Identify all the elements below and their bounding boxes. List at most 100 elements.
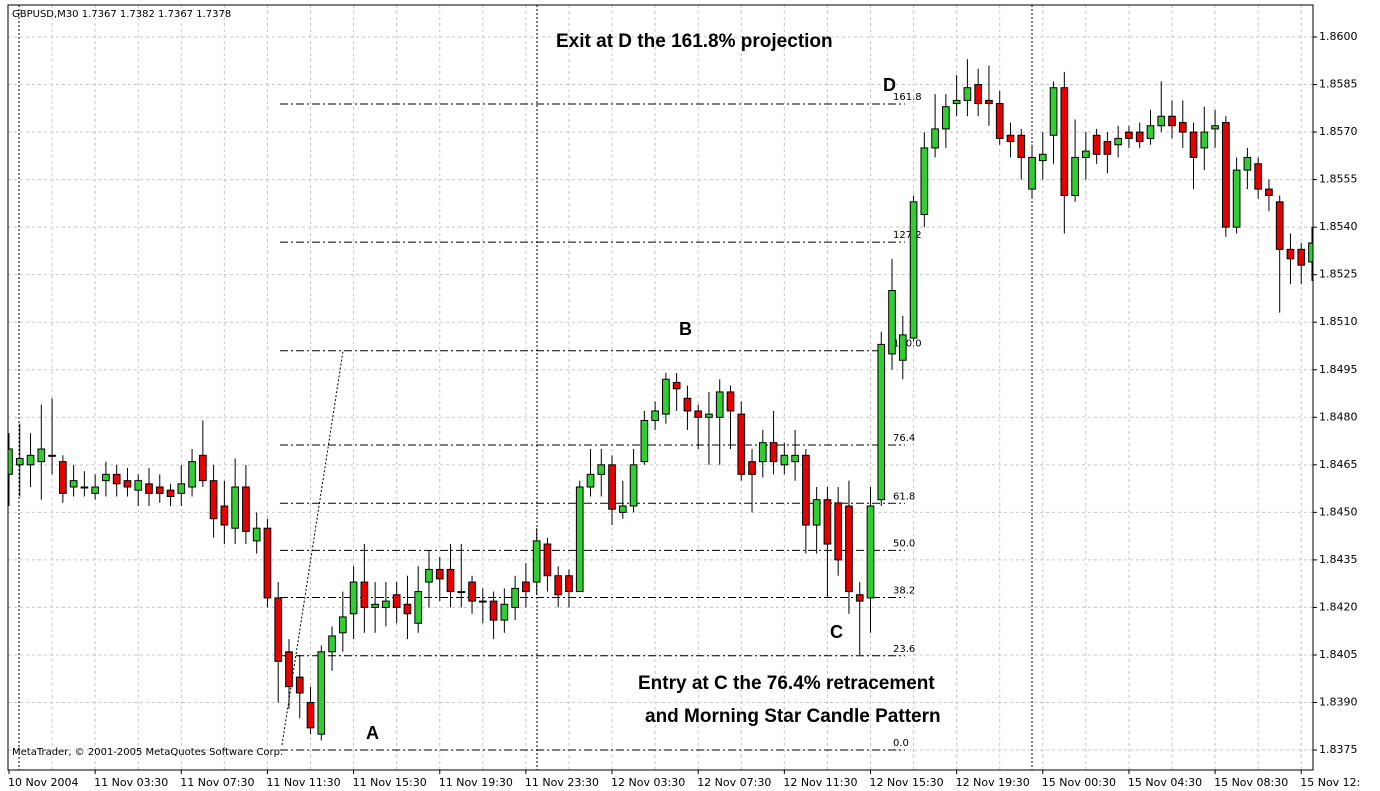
grid <box>8 5 1313 770</box>
candle-body <box>1038 153 1047 162</box>
candle-body <box>1211 125 1219 130</box>
fib-label: 50.0 <box>893 538 915 549</box>
candle-body <box>672 381 681 390</box>
x-tick-label: 15 Nov 12: <box>1300 776 1360 789</box>
candle-body <box>855 594 864 602</box>
candle-body <box>145 483 153 494</box>
candle-body <box>877 343 886 501</box>
candle-body <box>285 651 293 688</box>
candle-body <box>198 454 207 482</box>
y-tick-label: 1.8585 <box>1319 78 1358 91</box>
separators <box>18 5 1033 770</box>
y-tick-label: 1.8420 <box>1319 600 1358 613</box>
candle-body <box>640 419 649 463</box>
candle-body <box>769 442 778 463</box>
fib-label: 161.8 <box>893 92 922 103</box>
x-tick-label: 12 Nov 11:30 <box>783 776 857 789</box>
y-tick-label: 1.8540 <box>1319 220 1358 233</box>
candle-body <box>166 489 175 498</box>
candle-body <box>1232 169 1241 228</box>
candle-body <box>295 676 304 694</box>
candle-body <box>338 616 347 634</box>
candle-body <box>1125 131 1133 139</box>
candle-body <box>802 454 810 526</box>
fib-label: 23.6 <box>893 644 915 655</box>
candle-body <box>371 603 379 608</box>
candle-body <box>1189 131 1198 158</box>
candle-body <box>349 581 358 615</box>
candle-body <box>942 106 950 130</box>
x-tick-label: 10 Nov 2004 <box>8 776 78 789</box>
point-label: D <box>883 75 896 95</box>
candle-body <box>274 597 283 662</box>
candle-body <box>758 442 767 463</box>
candle-body <box>37 448 46 463</box>
x-tick-label: 11 Nov 15:30 <box>353 776 427 789</box>
candle-body <box>1071 156 1079 196</box>
fib-label: 38.2 <box>893 586 915 597</box>
candle-body <box>188 461 196 488</box>
candle-body <box>888 290 896 355</box>
x-tick-label: 12 Nov 07:30 <box>697 776 771 789</box>
candle-body <box>425 568 433 583</box>
candle-body <box>500 603 509 621</box>
candle-body <box>575 486 584 593</box>
candle-body <box>1017 134 1026 158</box>
candle-body <box>317 651 326 735</box>
candle-body <box>403 603 412 615</box>
candle-body <box>91 486 99 494</box>
candle-body <box>48 454 56 457</box>
candle-body <box>1006 134 1015 143</box>
candle-body <box>1308 242 1313 263</box>
candle-body <box>618 505 627 513</box>
fib-label: 100.0 <box>893 339 922 350</box>
candle-body <box>608 464 616 510</box>
candle-body <box>468 581 476 602</box>
candle-body <box>1168 115 1176 127</box>
point-label: B <box>679 319 692 339</box>
x-tick-label: 15 Nov 08:30 <box>1214 776 1288 789</box>
fib-label: 127.2 <box>893 230 922 241</box>
plot-frame <box>7 4 1314 771</box>
candle-body <box>26 454 35 466</box>
candle-body <box>435 568 444 580</box>
candle-body <box>177 483 186 494</box>
x-tick-label: 12 Nov 03:30 <box>611 776 685 789</box>
x-tick-label: 11 Nov 11:30 <box>266 776 340 789</box>
y-tick-label: 1.8480 <box>1319 410 1358 423</box>
y-tick-label: 1.8435 <box>1319 553 1358 566</box>
candle-body <box>974 84 983 105</box>
candle-body <box>328 635 336 653</box>
candle-body <box>1135 131 1144 143</box>
candle-body <box>845 505 853 593</box>
chart-title: GBPUSD,M30 1.7367 1.7382 1.7367 1.7378 <box>12 9 231 20</box>
candles <box>8 59 1313 741</box>
candle-body <box>554 575 563 596</box>
candle-body <box>392 594 401 608</box>
x-tick-label: 11 Nov 03:30 <box>94 776 168 789</box>
x-tick-label: 12 Nov 15:30 <box>869 776 943 789</box>
annotation: Exit at D the 161.8% projection <box>556 31 833 52</box>
fib-label: 61.8 <box>893 491 915 502</box>
candle-body <box>629 464 638 507</box>
axes: 1.8375 1.8390 1.8405 1.8420 1.8435 1.8450 1.84… <box>8 30 1360 789</box>
candle-body <box>489 600 498 621</box>
candle-body <box>791 454 799 463</box>
candle-body <box>715 391 724 418</box>
candle-body <box>1060 87 1069 196</box>
candle-body <box>651 410 659 421</box>
candle-body <box>543 543 552 577</box>
candle-body <box>1092 134 1101 155</box>
x-tick-label: 11 Nov 07:30 <box>180 776 254 789</box>
candle-body <box>134 480 143 491</box>
candle-body <box>726 391 735 412</box>
candle-body <box>963 87 972 101</box>
candle-body <box>597 464 606 475</box>
candle-body <box>834 502 843 561</box>
candle-body <box>360 581 369 608</box>
y-tick-label: 1.8450 <box>1319 505 1358 518</box>
fib-label: 76.4 <box>893 433 915 444</box>
y-tick-label: 1.8555 <box>1319 173 1358 186</box>
